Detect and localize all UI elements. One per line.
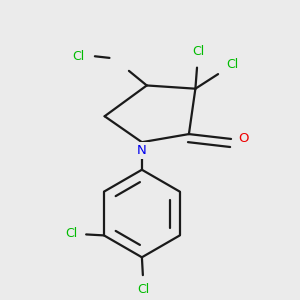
Text: Cl: Cl bbox=[226, 58, 239, 71]
Text: N: N bbox=[137, 144, 147, 157]
Text: Cl: Cl bbox=[137, 283, 150, 296]
Text: Cl: Cl bbox=[73, 50, 85, 63]
Text: Cl: Cl bbox=[65, 227, 78, 240]
Text: Cl: Cl bbox=[193, 45, 205, 58]
Text: O: O bbox=[238, 132, 249, 146]
